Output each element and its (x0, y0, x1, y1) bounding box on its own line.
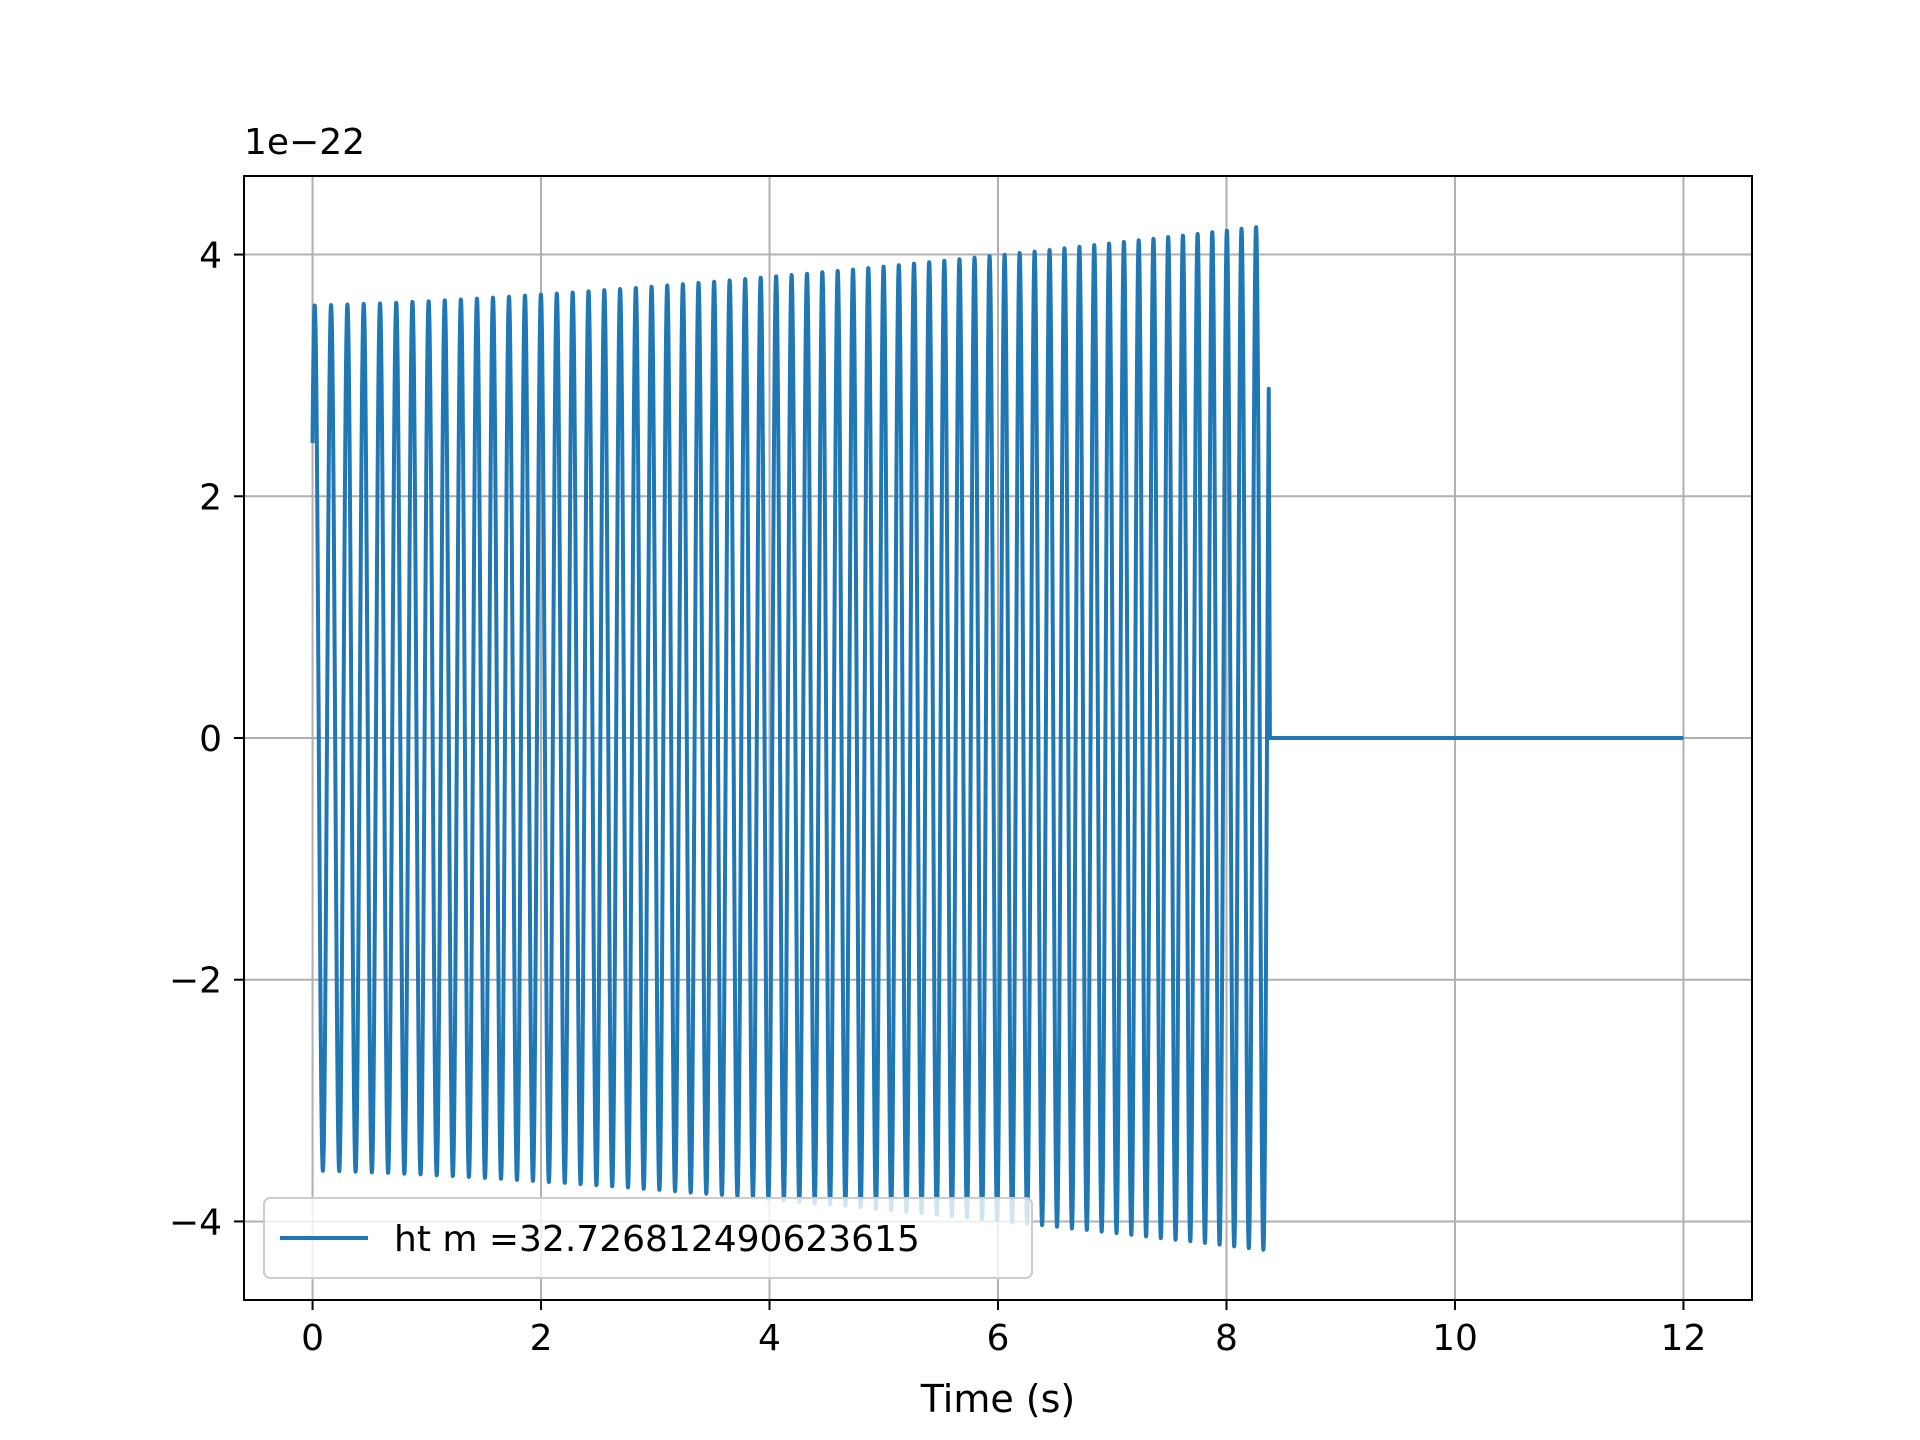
series-line (310, 225, 1684, 1252)
legend-label: ht m =32.726812490623615 (394, 1219, 920, 1260)
x-tick-label: 6 (987, 1318, 1010, 1359)
y-tick-label: −4 (169, 1202, 222, 1243)
x-tick-label: 8 (1215, 1318, 1238, 1359)
x-tick-label: 2 (530, 1318, 553, 1359)
x-axis-label: Time (s) (920, 1377, 1076, 1421)
x-tick-label: 0 (301, 1318, 324, 1359)
legend: ht m =32.726812490623615 (263, 1197, 1033, 1279)
series-layer (310, 225, 1684, 1252)
y-tick-label: 4 (199, 236, 222, 277)
y-tick-label: −2 (169, 961, 222, 1002)
x-tick-label: 12 (1661, 1318, 1707, 1359)
legend-box (263, 1197, 1033, 1279)
y-offset-text: 1e−22 (244, 122, 365, 163)
y-tick-label: 2 (199, 477, 222, 518)
x-tick-label: 4 (758, 1318, 781, 1359)
axis-ticks: 0 2 4 6 8 10 12 −4 −2 0 2 4 (169, 236, 1706, 1359)
x-tick-label: 10 (1432, 1318, 1478, 1359)
y-tick-label: 0 (199, 719, 222, 760)
